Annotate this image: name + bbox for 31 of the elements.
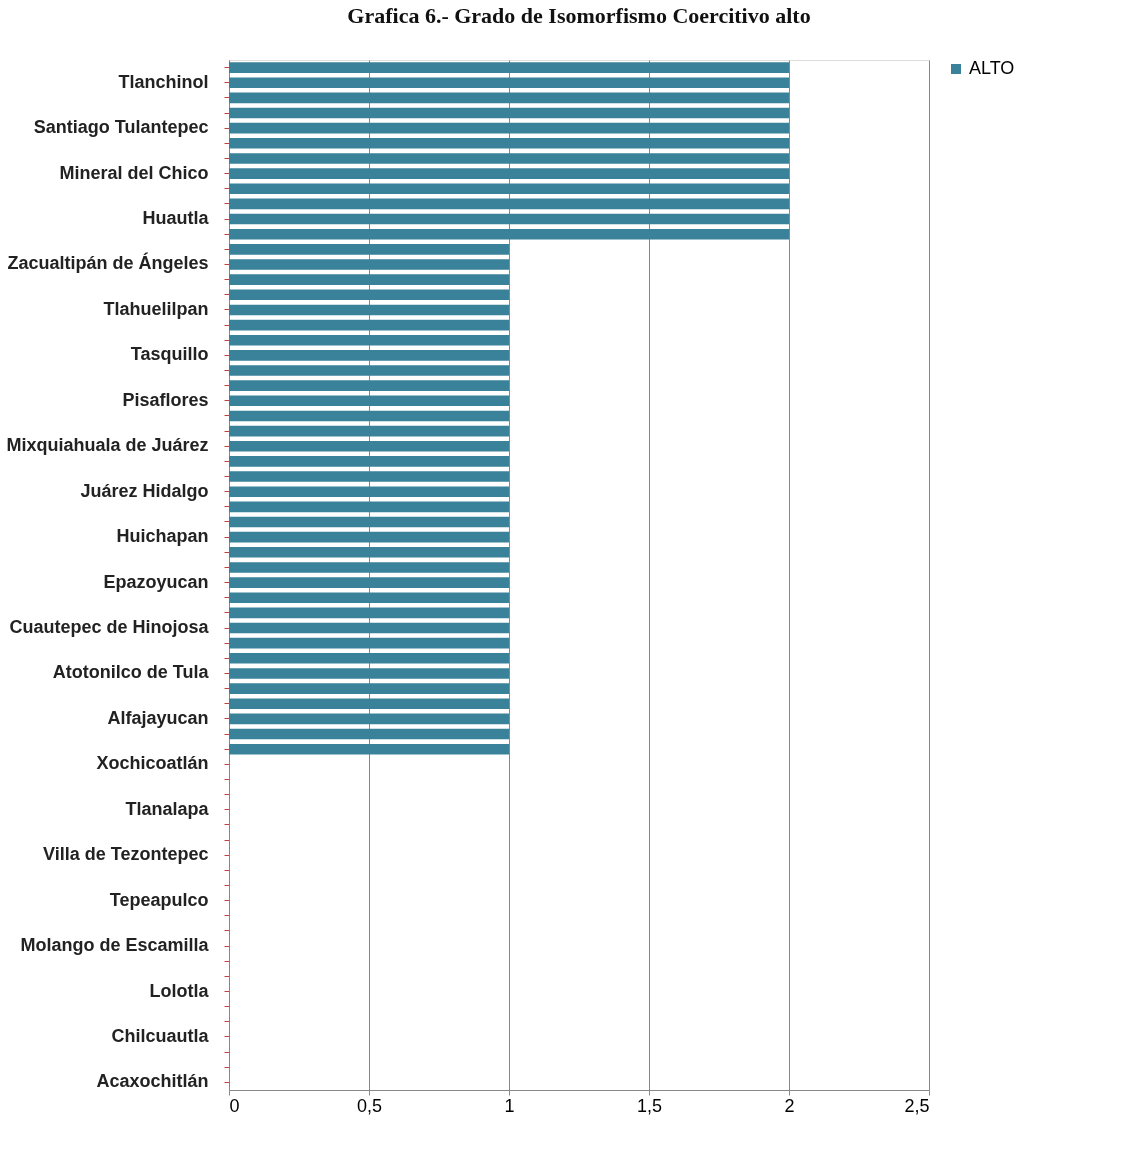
y-tick-label: Chilcuautla	[111, 1025, 210, 1046]
y-tick-label: Cuautepec de Hinojosa	[9, 617, 210, 638]
x-tick-label: 1,5	[636, 1095, 663, 1116]
y-tick-label: Santiago Tulantepec	[33, 117, 209, 138]
y-tick-label: Huautla	[142, 208, 210, 229]
y-tick-label: Epazoyucan	[103, 571, 209, 592]
y-tick-label: Lolotla	[149, 980, 210, 1001]
x-tick-label: 2	[784, 1095, 795, 1116]
x-tick-label: 1	[504, 1095, 515, 1116]
y-tick-label: Villa de Tezontepec	[43, 844, 209, 865]
y-tick-label: Tlahuelilpan	[103, 298, 209, 319]
legend-label: ALTO	[969, 58, 1015, 78]
y-tick-label: Pisaflores	[122, 389, 209, 410]
y-tick-label: Alfajayucan	[107, 707, 209, 728]
x-tick-label: 2,5	[904, 1095, 930, 1116]
x-tick-label: 0,5	[356, 1095, 383, 1116]
y-tick-label: Mineral del Chico	[59, 162, 209, 183]
y-tick-label: Huichapan	[116, 526, 209, 547]
y-tick-label: Xochicoatlán	[96, 753, 209, 774]
y-tick-label: Zacualtipán de Ángeles	[7, 252, 209, 274]
y-tick-label: Mixquiahuala de Juárez	[6, 435, 209, 456]
x-tick-label: 0	[229, 1095, 240, 1116]
y-tick-label: Tepeapulco	[109, 889, 209, 910]
y-tick-label: Juárez Hidalgo	[80, 480, 209, 501]
y-tick-label: Tlanalapa	[125, 798, 210, 819]
y-tick-label: Molango de Escamilla	[20, 935, 210, 956]
chart-title: Grafica 6.- Grado de Isomorfismo Coercitivo alto	[347, 3, 811, 29]
y-tick-label: Tasquillo	[130, 344, 209, 365]
y-tick-label: Tlanchinol	[118, 71, 209, 92]
y-tick-label: Acaxochitlán	[96, 1071, 209, 1092]
y-tick-label: Atotonilco de Tula	[52, 662, 210, 683]
